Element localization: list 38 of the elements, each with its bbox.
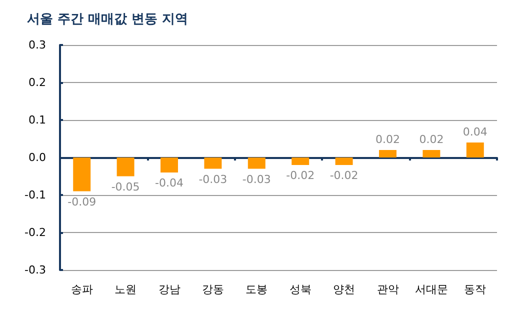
data-label: 0.02 [376,133,400,146]
y-tick-label: 0.0 [28,151,46,164]
bar [204,158,222,169]
y-tick-label: -0.2 [24,226,46,239]
bar [73,158,91,192]
x-tick-label: 양천 [333,283,356,296]
bar [335,158,353,165]
x-tick-label: 강동 [202,283,224,296]
bar [379,150,396,158]
y-tick-label: 0.3 [28,38,46,52]
x-tick-label: 동작 [464,283,486,296]
bar [160,158,178,172]
data-label: 0.04 [462,126,488,138]
data-label: -0.03 [198,172,228,186]
y-tick-label: -0.1 [24,188,46,202]
y-tick-label: 0.2 [28,76,46,89]
x-tick-label: 송파 [70,283,93,296]
data-label: -0.02 [330,169,358,182]
data-label: 0.02 [419,133,444,146]
data-label: -0.03 [242,172,271,186]
bar [466,142,484,158]
y-tick-label: 0.1 [28,114,46,126]
x-tick-label: 강남 [158,283,180,296]
chart-title: 서울 주간 매매값 변동 지역 [27,12,188,27]
bar [248,158,266,169]
data-label: -0.02 [286,169,315,182]
bar [292,158,310,165]
x-tick-label: 노원 [114,283,137,296]
x-tick-label: 성북 [289,283,312,296]
x-tick-label: 관악 [376,283,399,296]
data-label: -0.05 [111,180,140,194]
bar [422,150,440,158]
x-tick-label: 도봉 [246,283,268,296]
bar [116,158,134,176]
data-label: -0.04 [155,176,184,190]
x-tick-label: 서대문 [414,283,448,296]
y-tick-label: -0.3 [24,264,46,276]
data-label: -0.09 [68,195,96,208]
